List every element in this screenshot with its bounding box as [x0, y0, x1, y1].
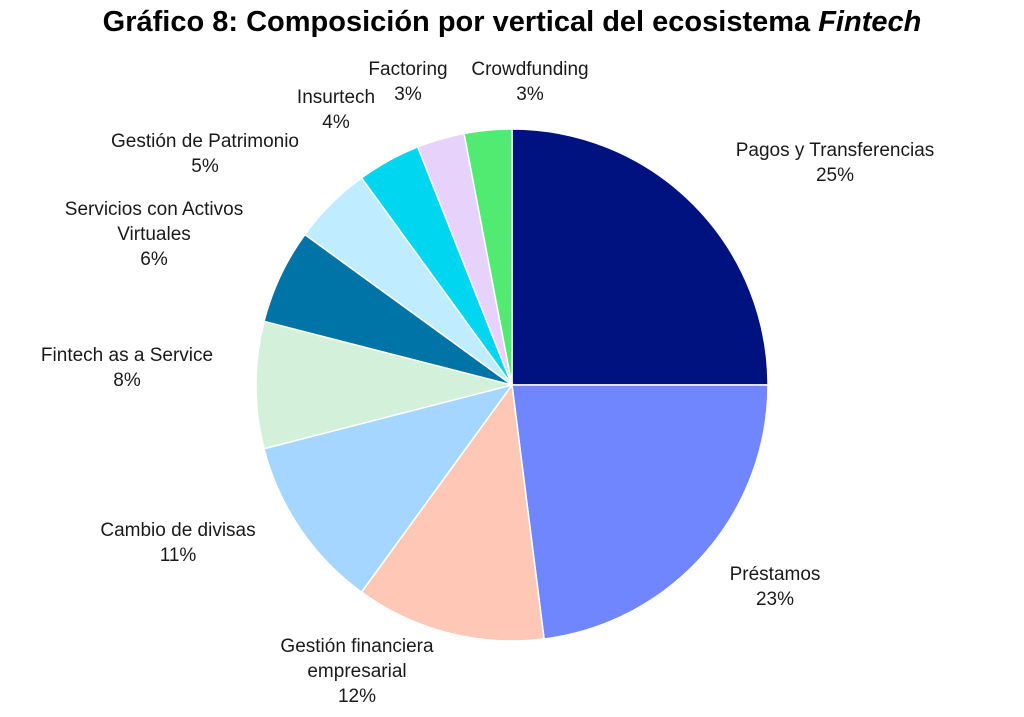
pie-slice-0	[511, 128, 769, 386]
pie-slice-1	[511, 384, 769, 640]
slice-percent: 3%	[394, 84, 422, 105]
slice-percent: 11%	[160, 545, 197, 566]
slice-label-3: Cambio de divisas 11%	[100, 520, 255, 566]
slice-label-line: Virtuales	[117, 224, 191, 245]
slice-percent: 4%	[322, 112, 350, 133]
slice-label-line: Crowdfunding	[471, 59, 588, 80]
slice-label-line: empresarial	[307, 661, 406, 682]
chart-title: Gráfico 8: Composición por vertical del …	[0, 6, 1024, 39]
slice-percent: 6%	[140, 249, 168, 270]
slice-label-0: Pagos y Transferencias 25%	[736, 140, 935, 186]
slice-label-line: Fintech as a Service	[41, 345, 213, 366]
pie-slice-9	[463, 128, 513, 386]
pie-slice-2	[360, 383, 545, 642]
slice-label-line: Gestión financiera	[280, 636, 434, 657]
slice-label-line: Cambio de divisas	[100, 520, 255, 541]
slice-percent: 5%	[191, 156, 219, 177]
pie-slice-3	[263, 383, 514, 594]
slice-label-line: Gestión de Patrimonio	[111, 131, 299, 152]
chart-title-main: Gráfico 8: Composición por vertical del …	[102, 6, 811, 38]
slice-label-1: Préstamos 23%	[730, 564, 821, 610]
chart-title-italic: Fintech	[818, 6, 922, 38]
slice-percent: 25%	[816, 165, 854, 186]
slice-label-line: Pagos y Transferencias	[736, 140, 935, 161]
pie-labels: Pagos y Transferencias 25% Préstamos 23% Ges…	[41, 59, 934, 707]
slice-percent: 12%	[338, 686, 376, 707]
slice-label-line: Insurtech	[297, 87, 375, 108]
slice-label-4: Fintech as a Service 8%	[41, 345, 213, 391]
slice-percent: 3%	[516, 84, 544, 105]
slice-label-line: Préstamos	[730, 564, 821, 585]
pie-slice-4	[255, 320, 513, 450]
slice-label-7: Insurtech 4%	[297, 87, 375, 133]
slice-label-line: Factoring	[368, 59, 447, 80]
slice-label-5: Servicios con Activos Virtuales 6%	[65, 199, 243, 270]
slice-label-line: Servicios con Activos	[65, 199, 243, 220]
pie-slices	[255, 128, 769, 642]
slice-label-9: Crowdfunding 3%	[471, 59, 588, 105]
slice-label-6: Gestión de Patrimonio 5%	[111, 131, 299, 177]
slice-percent: 23%	[756, 589, 794, 610]
slice-percent: 8%	[113, 370, 141, 391]
slice-label-8: Factoring 3%	[368, 59, 447, 105]
slice-label-2: Gestión financiera empresarial 12%	[280, 636, 434, 707]
